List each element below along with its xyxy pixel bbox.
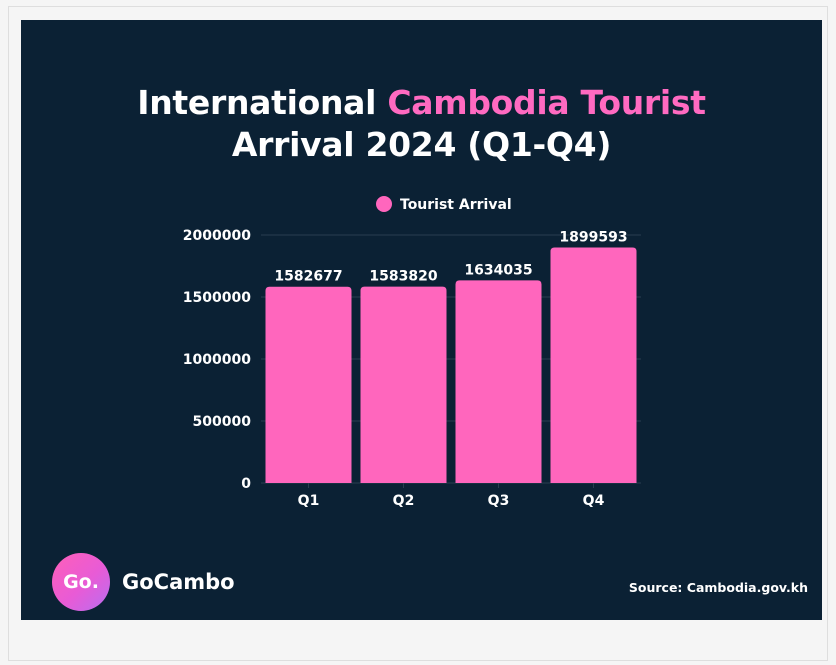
infographic-card: International Cambodia Tourist Arrival 2… — [21, 20, 822, 620]
bar — [550, 247, 637, 483]
x-tick-label: Q4 — [583, 493, 605, 509]
bar — [265, 286, 352, 483]
title-highlight: Cambodia Tourist — [387, 83, 706, 122]
brand-name: GoCambo — [122, 570, 235, 594]
bar-value-label: 1582677 — [274, 269, 342, 285]
bar — [455, 280, 542, 483]
chart-title: International Cambodia Tourist Arrival 2… — [21, 82, 822, 166]
brand-logo: Go. GoCambo — [52, 553, 235, 611]
y-tick-label: 2000000 — [183, 228, 251, 244]
legend-label: Tourist Arrival — [400, 197, 512, 213]
bar-value-label: 1583820 — [369, 269, 437, 285]
source-note: Source: Cambodia.gov.kh — [628, 580, 808, 595]
logo-badge: Go. — [52, 553, 110, 611]
title-part1: International — [137, 83, 388, 122]
x-tick-label: Q3 — [488, 493, 510, 509]
bar-chart: 0 500000 1000000 1500000 2000000 Tourist Arri… — [183, 196, 641, 509]
legend-marker — [376, 196, 392, 212]
y-tick-label: 0 — [241, 476, 251, 492]
x-tick-label: Q1 — [298, 493, 320, 509]
y-tick-label: 1500000 — [183, 290, 251, 306]
y-tick-label: 1000000 — [183, 352, 251, 368]
bar-value-label: 1634035 — [464, 262, 532, 278]
title-part2: Arrival 2024 (Q1-Q4) — [231, 125, 612, 164]
bar — [360, 286, 447, 483]
bar-value-label: 1899593 — [559, 229, 627, 245]
y-tick-label: 500000 — [193, 414, 252, 430]
x-tick-label: Q2 — [393, 493, 415, 509]
